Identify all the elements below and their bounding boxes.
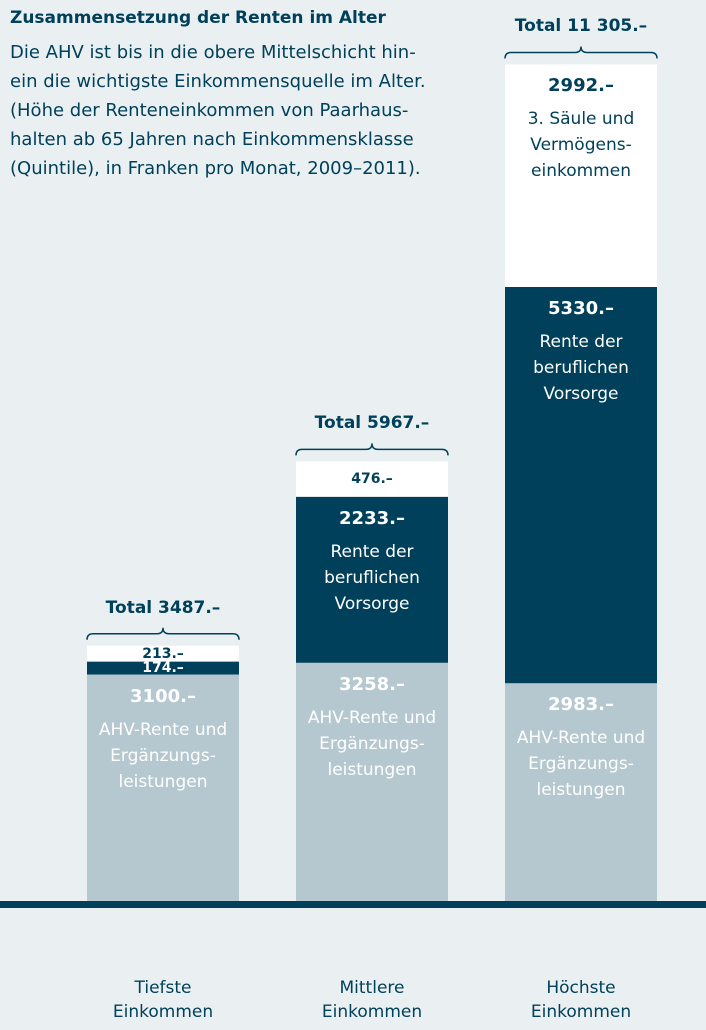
bar-segment (87, 674, 239, 905)
segment-name: Rente der beruflichen Vorsorge (324, 541, 420, 614)
total-label: Total 11 305.– (514, 16, 648, 37)
bar-segment (296, 461, 448, 497)
value-label: 174.– (142, 660, 184, 677)
bar-segment (87, 661, 239, 675)
value-label: 3100.– (130, 685, 196, 707)
segment-name: 3. Säule und Vermögens- einkommen (527, 109, 635, 182)
segment-name: AHV-Rente und Ergänzungs- leistungen (307, 707, 437, 780)
value-label: 2233.– (339, 507, 405, 529)
value-label: 213.– (142, 645, 184, 662)
bar-segment (505, 286, 657, 684)
segment-name: AHV-Rente und Ergänzungs- leistungen (98, 719, 228, 792)
total-label: Total 3487.– (105, 597, 221, 618)
x-tick-label: Mittlere Einkommen (321, 978, 423, 1022)
bar-segment (505, 683, 657, 905)
chart-title: Zusammensetzung der Renten im Alter (10, 8, 386, 28)
bar-segment (296, 496, 448, 663)
x-tick-label: Höchste Einkommen (530, 978, 632, 1022)
value-label: 2983.– (548, 694, 614, 716)
bar-segment (505, 64, 657, 287)
segment-name: Rente der beruflichen Vorsorge (533, 331, 629, 404)
value-label: 476.– (351, 471, 393, 488)
bar-segment (87, 645, 239, 662)
bar-segment (296, 662, 448, 905)
total-brace (295, 443, 449, 456)
value-label: 3258.– (339, 673, 405, 695)
value-label: 2992.– (548, 75, 614, 97)
chart-subtitle: Die AHV ist bis in die obere Mittelschic… (10, 42, 426, 179)
total-brace (504, 46, 658, 59)
value-label: 5330.– (548, 297, 614, 319)
baseline (0, 901, 706, 908)
x-tick-label: Tiefste Einkommen (112, 978, 214, 1022)
segment-name: AHV-Rente und Ergänzungs- leistungen (516, 728, 646, 801)
total-brace (86, 627, 240, 640)
total-label: Total 5967.– (314, 413, 430, 434)
